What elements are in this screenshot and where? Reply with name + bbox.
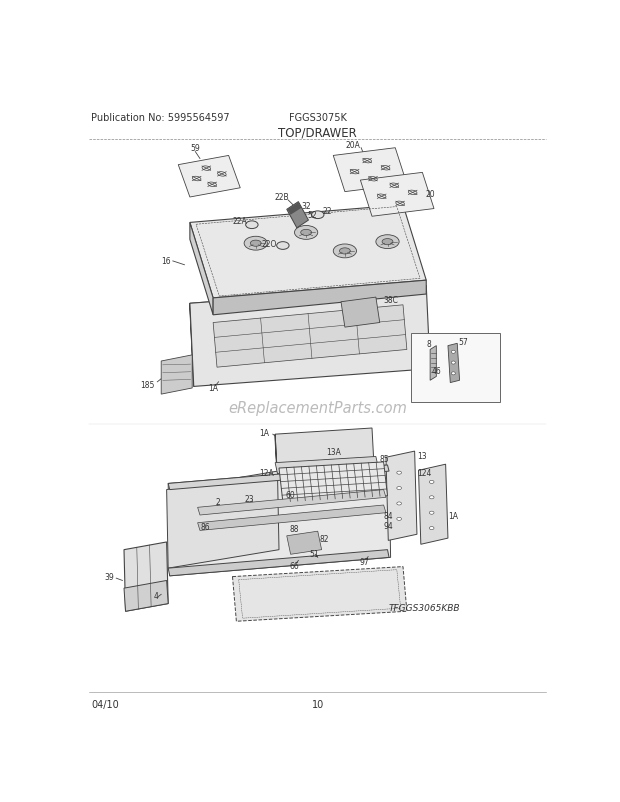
Ellipse shape — [246, 221, 258, 229]
Polygon shape — [418, 464, 448, 545]
Ellipse shape — [429, 512, 434, 515]
Polygon shape — [167, 472, 279, 569]
Text: 38C: 38C — [384, 296, 399, 305]
Text: 185: 185 — [141, 380, 155, 389]
Text: 32: 32 — [301, 202, 311, 211]
Ellipse shape — [376, 236, 399, 249]
Text: 13: 13 — [417, 452, 427, 460]
Ellipse shape — [451, 372, 455, 375]
Ellipse shape — [397, 472, 402, 475]
Text: 85: 85 — [379, 455, 389, 464]
Text: 124: 124 — [417, 468, 432, 477]
Text: 8: 8 — [426, 339, 431, 348]
Polygon shape — [190, 205, 427, 298]
Polygon shape — [232, 567, 407, 622]
Text: 66: 66 — [290, 561, 299, 570]
Text: 1A: 1A — [260, 428, 270, 438]
Text: Publication No: 5995564597: Publication No: 5995564597 — [92, 113, 230, 123]
Text: 60: 60 — [286, 490, 296, 499]
Ellipse shape — [397, 502, 402, 505]
Polygon shape — [124, 581, 168, 611]
FancyBboxPatch shape — [410, 333, 500, 403]
Text: 51: 51 — [309, 549, 319, 558]
Ellipse shape — [311, 212, 324, 219]
Ellipse shape — [334, 245, 356, 258]
Polygon shape — [161, 355, 192, 395]
Polygon shape — [279, 462, 388, 502]
Ellipse shape — [244, 237, 267, 251]
Text: 12A: 12A — [259, 468, 273, 477]
Polygon shape — [275, 457, 378, 474]
Text: 2: 2 — [216, 498, 220, 507]
Polygon shape — [198, 505, 386, 531]
Text: 46: 46 — [432, 367, 441, 375]
Text: TOP/DRAWER: TOP/DRAWER — [278, 127, 357, 140]
Text: 57: 57 — [459, 338, 469, 346]
Text: 4: 4 — [154, 592, 159, 601]
Polygon shape — [190, 286, 430, 387]
Polygon shape — [360, 173, 434, 217]
Text: 1A: 1A — [208, 384, 218, 393]
Polygon shape — [286, 532, 322, 555]
Text: 84: 84 — [384, 511, 393, 520]
Text: 39: 39 — [104, 573, 114, 581]
Polygon shape — [190, 286, 427, 310]
Polygon shape — [213, 306, 407, 367]
Ellipse shape — [294, 226, 317, 240]
Polygon shape — [168, 465, 391, 576]
Text: 94: 94 — [384, 520, 393, 530]
Ellipse shape — [451, 362, 455, 365]
Text: 86: 86 — [200, 522, 210, 532]
Text: 13A: 13A — [326, 448, 340, 457]
Polygon shape — [213, 281, 427, 315]
Polygon shape — [334, 148, 407, 192]
Text: 52: 52 — [308, 211, 317, 220]
Polygon shape — [168, 550, 389, 576]
Text: 22O: 22O — [261, 240, 277, 249]
Polygon shape — [275, 428, 373, 464]
Text: 16: 16 — [161, 257, 171, 266]
Ellipse shape — [382, 239, 393, 245]
Polygon shape — [190, 304, 193, 387]
Text: FGGS3075K: FGGS3075K — [289, 113, 347, 123]
Text: 20A: 20A — [345, 141, 360, 150]
Text: 22B: 22B — [275, 193, 290, 202]
Polygon shape — [168, 465, 389, 490]
Text: 88: 88 — [290, 525, 299, 533]
Text: TFGGS3065KBB: TFGGS3065KBB — [389, 603, 461, 612]
Polygon shape — [179, 156, 241, 198]
Ellipse shape — [250, 241, 261, 247]
Polygon shape — [386, 452, 417, 541]
Polygon shape — [341, 298, 379, 328]
Ellipse shape — [429, 527, 434, 530]
Ellipse shape — [397, 517, 402, 520]
Polygon shape — [288, 203, 301, 216]
Text: 10: 10 — [312, 699, 324, 709]
Ellipse shape — [429, 480, 434, 484]
Ellipse shape — [301, 230, 312, 237]
Text: 1A: 1A — [448, 511, 458, 520]
Polygon shape — [124, 542, 168, 611]
Text: 22A: 22A — [233, 217, 247, 225]
Text: 04/10: 04/10 — [92, 699, 119, 709]
Ellipse shape — [277, 242, 289, 250]
Text: eReplacementParts.com: eReplacementParts.com — [228, 400, 407, 415]
Text: 22: 22 — [322, 207, 332, 216]
Polygon shape — [448, 344, 459, 383]
Text: 20: 20 — [425, 190, 435, 199]
Text: 97: 97 — [360, 557, 369, 566]
Ellipse shape — [397, 487, 402, 490]
Polygon shape — [430, 346, 436, 381]
Text: 59: 59 — [190, 144, 200, 153]
Polygon shape — [198, 490, 386, 516]
Polygon shape — [275, 435, 277, 470]
Polygon shape — [190, 223, 213, 315]
Text: 82: 82 — [319, 534, 329, 543]
Polygon shape — [286, 202, 309, 229]
Ellipse shape — [451, 350, 455, 354]
Ellipse shape — [340, 249, 350, 255]
Text: 23: 23 — [245, 494, 254, 503]
Ellipse shape — [429, 496, 434, 499]
